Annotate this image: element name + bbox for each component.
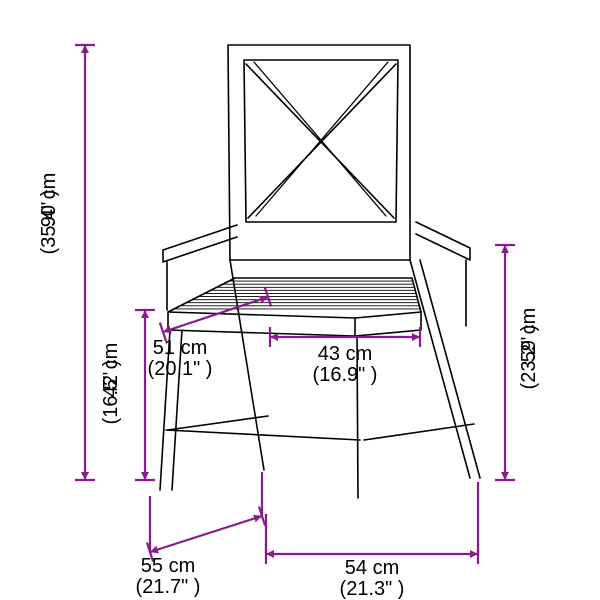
dim-vertical: 90 cm(35.4" ): [38, 45, 95, 480]
dim-label-in: (35.4" ): [38, 190, 60, 255]
dim-linear: 51 cm(20.1" ): [148, 288, 272, 380]
dim-vertical: 42 cm(16.5" ): [100, 310, 155, 480]
dim-linear: 55 cm(21.7" ): [136, 506, 266, 598]
dim-linear: 54 cm(21.3" ): [266, 544, 478, 600]
dim-label-in: (21.3" ): [340, 578, 405, 600]
dim-label-cm: 55 cm: [141, 555, 195, 577]
dimension-lines: 90 cm(35.4" )42 cm(16.5" ) 59 cm(23.2" ) 5…: [38, 45, 540, 600]
dim-label-cm: 54 cm: [345, 557, 399, 579]
dim-label-in: (16.9" ): [313, 364, 378, 386]
dim-label-cm: 43 cm: [318, 343, 372, 365]
dim-vertical: 59 cm(23.2" ): [495, 245, 540, 480]
dim-label-cm: 51 cm: [153, 337, 207, 359]
dim-label-in: (23.2" ): [518, 325, 540, 390]
dim-label-in: (21.7" ): [136, 576, 201, 598]
dim-label-in: (20.1" ): [148, 358, 213, 380]
dimension-diagram: 90 cm(35.4" )42 cm(16.5" ) 59 cm(23.2" ) 5…: [0, 0, 600, 600]
dim-label-in: (16.5" ): [100, 360, 122, 425]
chair-drawing: [160, 45, 480, 498]
